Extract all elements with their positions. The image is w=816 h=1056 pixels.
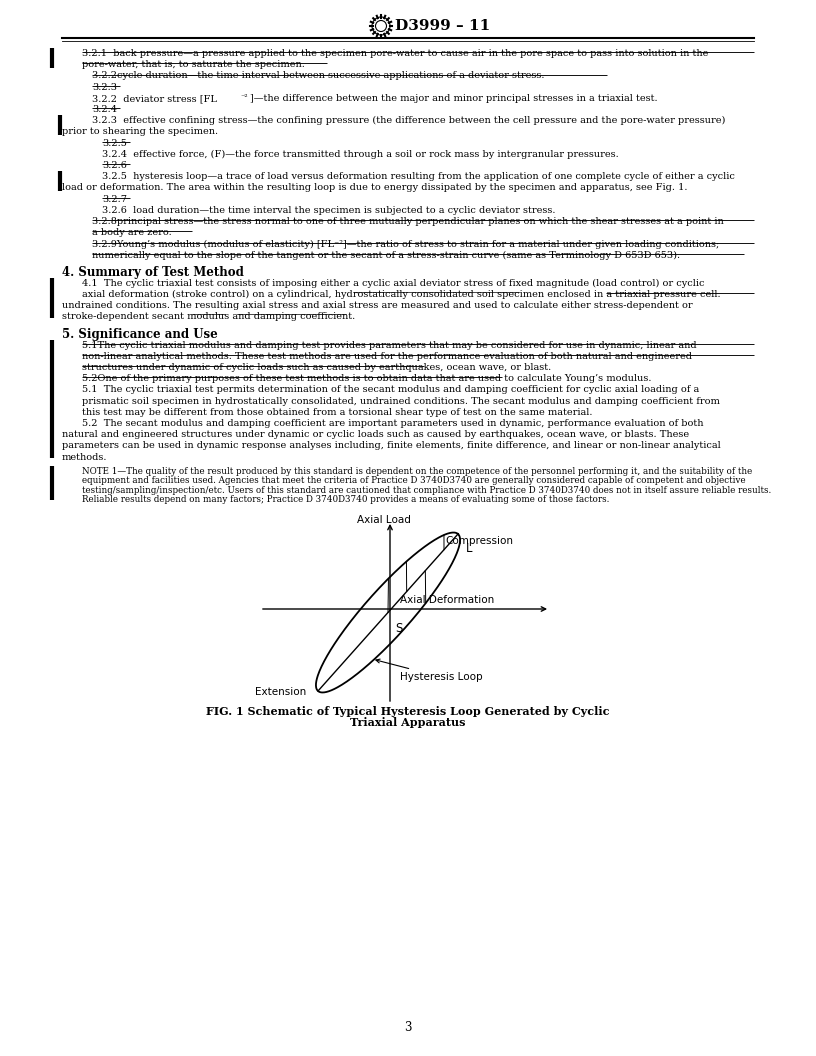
Text: 3.2.5  hysteresis loop—a trace of load versus deformation resulting from the app: 3.2.5 hysteresis loop—a trace of load ve… (102, 172, 735, 182)
Text: S: S (395, 622, 402, 635)
Text: Extension: Extension (255, 687, 306, 697)
Text: parameters can be used in dynamic response analyses including, finite elements, : parameters can be used in dynamic respon… (62, 441, 721, 451)
Text: 3.2.3: 3.2.3 (92, 82, 117, 92)
Text: 3.2.2  deviator stress [FL: 3.2.2 deviator stress [FL (92, 94, 217, 102)
Text: 5.2One of the primary purposes of these test methods is to obtain data that are : 5.2One of the primary purposes of these … (82, 374, 651, 383)
Text: Reliable results depend on many factors; Practice D 3740D3740 provides a means o: Reliable results depend on many factors;… (82, 495, 610, 505)
Text: D3999 – 11: D3999 – 11 (395, 19, 490, 33)
Text: FIG. 1 Schematic of Typical Hysteresis Loop Generated by Cyclic: FIG. 1 Schematic of Typical Hysteresis L… (206, 705, 610, 717)
Text: ⁻²: ⁻² (240, 94, 247, 101)
Text: 3.2.7: 3.2.7 (102, 194, 127, 204)
Text: 3.2.6: 3.2.6 (102, 161, 126, 170)
Text: 3.2.4  effective force, (F)—the force transmitted through a soil or rock mass by: 3.2.4 effective force, (F)—the force tra… (102, 150, 619, 158)
Text: 3.2.8principal stress—the stress normal to one of three mutually perpendicular p: 3.2.8principal stress—the stress normal … (92, 216, 724, 226)
Text: structures under dynamic of cyclic loads such as caused by earthquakes, ocean wa: structures under dynamic of cyclic loads… (82, 363, 552, 372)
Text: Triaxial Apparatus: Triaxial Apparatus (350, 717, 466, 728)
Text: 3: 3 (404, 1021, 412, 1034)
Text: 5.2  The secant modulus and damping coefficient are important parameters used in: 5.2 The secant modulus and damping coeff… (82, 419, 703, 428)
Text: 5.1The cyclic triaxial modulus and damping test provides parameters that may be : 5.1The cyclic triaxial modulus and dampi… (82, 341, 697, 350)
Text: a body are zero.: a body are zero. (92, 228, 171, 238)
Text: 3.2.6  load duration—the time interval the specimen is subjected to a cyclic dev: 3.2.6 load duration—the time interval th… (102, 206, 556, 214)
Text: stroke-dependent secant modulus and damping coefficient.: stroke-dependent secant modulus and damp… (62, 313, 355, 321)
Text: 4. Summary of Test Method: 4. Summary of Test Method (62, 266, 244, 279)
Text: equipment and facilities used. Agencies that meet the criteria of Practice D 374: equipment and facilities used. Agencies … (82, 476, 746, 486)
Text: load or deformation. The area within the resulting loop is due to energy dissipa: load or deformation. The area within the… (62, 184, 688, 192)
Text: this test may be different from those obtained from a torsional shear type of te: this test may be different from those ob… (82, 408, 592, 417)
Text: pore-water, that is, to saturate the specimen.: pore-water, that is, to saturate the spe… (82, 60, 305, 70)
Text: 5.1  The cyclic triaxial test permits determination of the secant modulus and da: 5.1 The cyclic triaxial test permits det… (82, 385, 699, 394)
Text: Axial Load: Axial Load (357, 515, 411, 525)
Text: 5. Significance and Use: 5. Significance and Use (62, 327, 218, 341)
Text: numerically equal to the slope of the tangent or the secant of a stress-strain c: numerically equal to the slope of the ta… (92, 250, 680, 260)
Text: non-linear analytical methods. These test methods are used for the performance e: non-linear analytical methods. These tes… (82, 352, 692, 361)
Text: 3.2.1  back pressure—a pressure applied to the specimen pore-water to cause air : 3.2.1 back pressure—a pressure applied t… (82, 49, 708, 58)
Text: 3.2.4: 3.2.4 (92, 105, 117, 114)
Text: prismatic soil specimen in hydrostatically consolidated, undrained conditions. T: prismatic soil specimen in hydrostatical… (82, 397, 720, 406)
Text: undrained conditions. The resulting axial stress and axial stress are measured a: undrained conditions. The resulting axia… (62, 301, 693, 310)
Text: Compression: Compression (445, 536, 513, 546)
Text: L: L (466, 542, 472, 555)
Text: Axial Deformation: Axial Deformation (400, 595, 494, 605)
Text: ]—the difference between the major and minor principal stresses in a triaxial te: ]—the difference between the major and m… (250, 94, 658, 102)
Text: natural and engineered structures under dynamic or cyclic loads such as caused b: natural and engineered structures under … (62, 430, 690, 439)
Text: 3.2.2cycle duration—the time interval between successive applications of a devia: 3.2.2cycle duration—the time interval be… (92, 72, 544, 80)
Text: testing/sampling/inspection/etc. Users of this standard are cautioned that compl: testing/sampling/inspection/etc. Users o… (82, 486, 771, 495)
Text: methods.: methods. (62, 453, 108, 461)
Text: 3.2.3  effective confining stress—the confining pressure (the difference between: 3.2.3 effective confining stress—the con… (92, 116, 725, 126)
Text: 4.1  The cyclic triaxial test consists of imposing either a cyclic axial deviato: 4.1 The cyclic triaxial test consists of… (82, 279, 704, 288)
Text: NOTE 1—The quality of the result produced by this standard is dependent on the c: NOTE 1—The quality of the result produce… (82, 467, 752, 476)
Text: 3.2.9Young’s modulus (modulus of elasticity) [FL⁻²]—the ratio of stress to strai: 3.2.9Young’s modulus (modulus of elastic… (92, 240, 719, 248)
Text: Hysteresis Loop: Hysteresis Loop (376, 659, 482, 682)
Text: axial deformation (stroke control) on a cylindrical, hydrostatically consolidate: axial deformation (stroke control) on a … (82, 290, 721, 299)
Text: 3.2.5: 3.2.5 (102, 138, 126, 148)
Text: prior to shearing the specimen.: prior to shearing the specimen. (62, 128, 218, 136)
